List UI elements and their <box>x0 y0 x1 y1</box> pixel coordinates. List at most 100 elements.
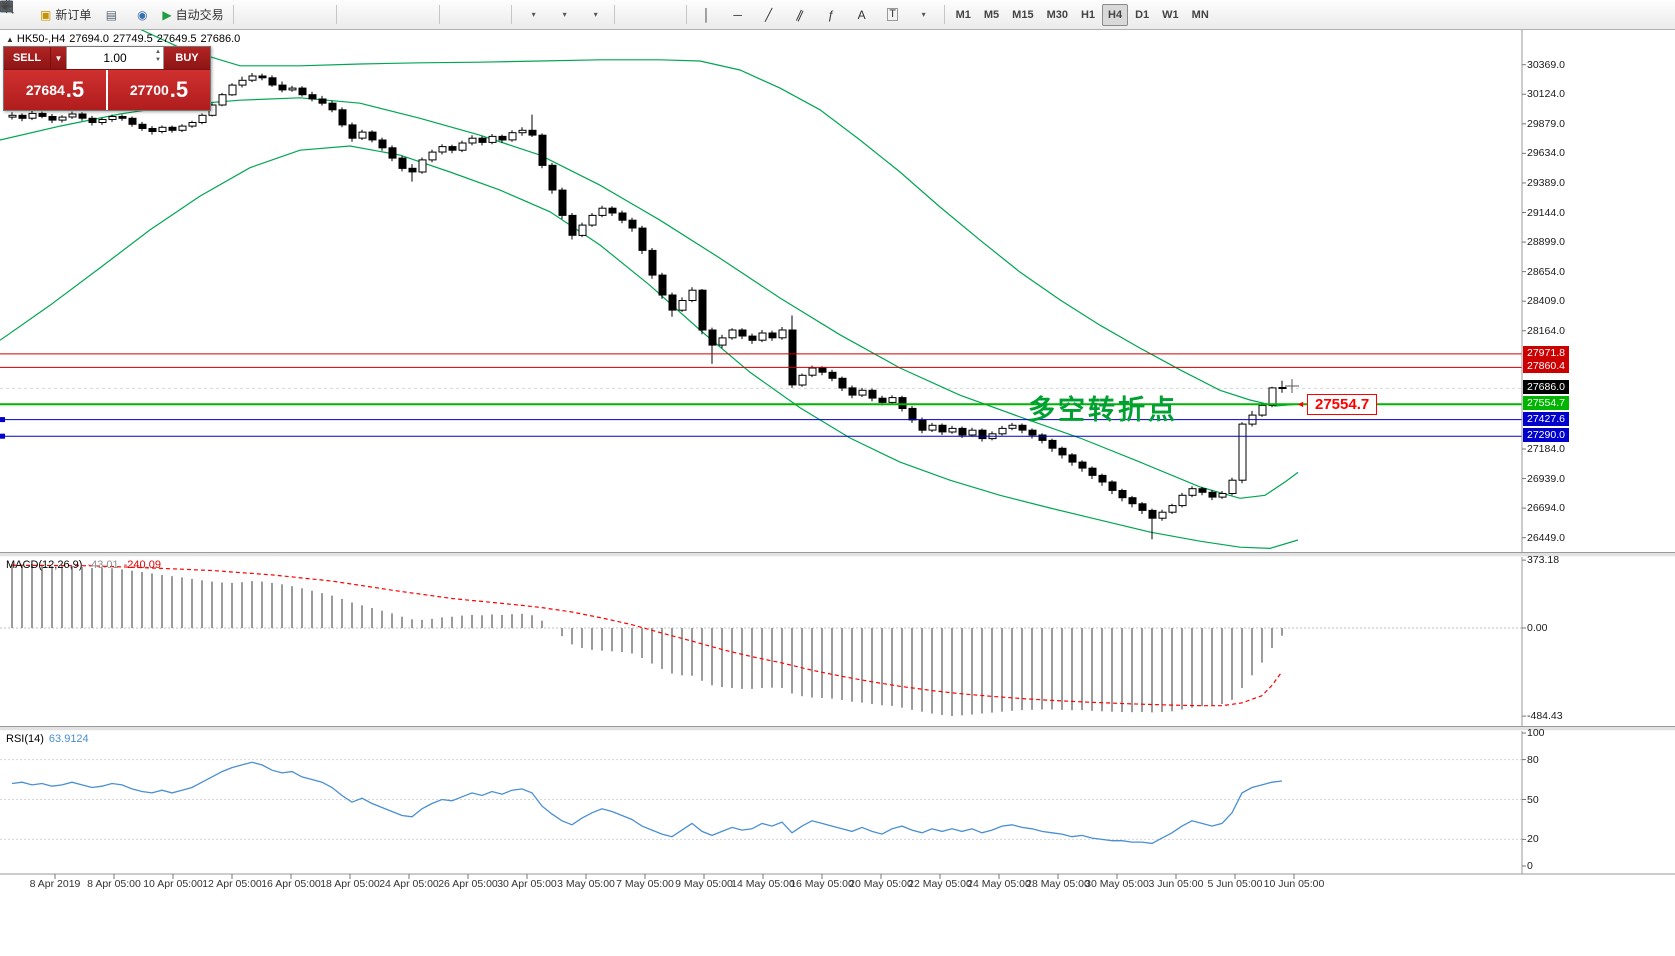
window-layout-icon[interactable] <box>0 0 475 27</box>
text-icon[interactable]: A <box>857 7 866 22</box>
new-order-button[interactable]: ▣ 新订单 <box>36 4 95 26</box>
data-window-icon[interactable] <box>0 1 1670 27</box>
price-tag: 27427.6 <box>1523 411 1569 426</box>
ohlc-open: 27694.0 <box>69 33 109 45</box>
price-tag: 27290.0 <box>1523 428 1569 443</box>
lot-stepper[interactable]: ▲ ▼ <box>155 49 161 63</box>
sell-dropdown-icon[interactable]: ▼ <box>50 47 66 69</box>
macd-plot <box>0 564 1522 716</box>
vertical-line-icon[interactable]: │ <box>702 7 711 22</box>
period-clock-button[interactable]: ▾ <box>0 0 578 27</box>
rsi-name: RSI(14) <box>6 733 44 745</box>
sell-price-frac: .5 <box>65 77 85 102</box>
autotrade-button[interactable]: ▶ 自动交易 <box>158 4 227 26</box>
price-callout[interactable]: 27554.7 <box>1307 394 1378 415</box>
time-axis-label: 9 May 05:00 <box>675 878 733 890</box>
macd-axis-label: -484.43 <box>1527 710 1563 723</box>
macd-signal-value: -240.09 <box>123 559 161 571</box>
timeframe-m30[interactable]: M30 <box>1046 8 1068 21</box>
line-chart-icon[interactable] <box>0 1 331 27</box>
price-axis-label: 30369.0 <box>1527 58 1565 71</box>
lot-size-input[interactable]: 1.00 ▲ ▼ <box>66 47 164 69</box>
candlestick-series <box>8 73 1287 540</box>
sell-price-main: 27684 <box>25 82 65 98</box>
print-icon[interactable]: ▤ <box>105 7 118 22</box>
timeframe-h4[interactable]: H4 <box>1102 3 1129 26</box>
line-handle <box>0 433 5 439</box>
separator <box>943 5 945 24</box>
price-axis-label: 28654.0 <box>1527 265 1565 278</box>
separator <box>335 5 337 24</box>
time-axis-label: 5 Jun 05:00 <box>1207 878 1263 890</box>
candles-chart-icon[interactable] <box>1 0 300 27</box>
globe-icon[interactable]: ◉ <box>137 7 148 22</box>
timeframe-w1[interactable]: W1 <box>1162 8 1179 21</box>
horizontal-line-icon[interactable]: ─ <box>733 7 742 22</box>
window-layout2-icon[interactable] <box>0 0 506 27</box>
current-price-tag: 27686.0 <box>1523 380 1569 395</box>
time-axis-label: 14 May 05:00 <box>731 878 795 890</box>
timeframe-mn[interactable]: MN <box>1191 8 1209 21</box>
channel-icon[interactable]: ∥ <box>793 6 806 23</box>
time-axis-label: 8 Apr 2019 <box>29 878 81 890</box>
symbol-period: HK50-,H4 <box>16 33 66 45</box>
templates-button[interactable]: ▾ <box>0 1 609 27</box>
one-click-trading-panel: SELL ▼ 1.00 ▲ ▼ BUY 27684 .5 27700 .5 <box>3 46 211 111</box>
search-icon[interactable] <box>0 0 1639 27</box>
buy-price-main: 27700 <box>129 82 169 98</box>
price-axis-label: 28899.0 <box>1527 236 1565 249</box>
rsi-plot <box>0 759 1522 845</box>
autotrade-label: 自动交易 <box>175 8 224 22</box>
ohlc-high: 27749.5 <box>112 33 153 45</box>
price-axis-label: 26694.0 <box>1527 502 1565 515</box>
main-plot <box>0 30 1522 550</box>
time-axis-label: 30 May 05:00 <box>1085 878 1149 890</box>
indicators-add-button[interactable]: ▾ <box>0 2 547 27</box>
time-axis-label: 10 Apr 05:00 <box>143 878 203 890</box>
timeframe-d1[interactable]: D1 <box>1135 8 1150 21</box>
price-tag: 27971.8 <box>1523 345 1569 360</box>
panel-divider[interactable] <box>0 552 1675 557</box>
macd-signal-line <box>11 564 1283 707</box>
fibonacci-icon[interactable]: ƒ <box>827 7 834 22</box>
buy-price-button[interactable]: 27700 .5 <box>106 70 210 110</box>
price-tag: 27860.4 <box>1523 359 1569 374</box>
play-icon: ▶ <box>162 7 172 22</box>
zoom-in-icon[interactable] <box>0 0 372 27</box>
tile-windows-icon[interactable] <box>0 0 434 27</box>
rsi-axis-label: 100 <box>1527 727 1545 739</box>
chart-annotation-text[interactable]: 多空转折点 <box>1028 395 1178 425</box>
new-order-icon: ▣ <box>40 7 52 22</box>
trendline-icon[interactable]: ╱ <box>764 7 773 22</box>
panel-divider[interactable] <box>0 726 1675 731</box>
sell-price-button[interactable]: 27684 .5 <box>4 70 106 110</box>
new-order-label: 新订单 <box>55 8 92 22</box>
time-axis-label: 7 May 05:00 <box>616 878 674 890</box>
time-axis-label: 22 May 05:00 <box>908 878 972 890</box>
separator <box>510 5 512 24</box>
timeframe-h1[interactable]: H1 <box>1080 8 1096 21</box>
sell-button[interactable]: SELL <box>4 47 50 69</box>
price-axis-label: 29144.0 <box>1527 206 1565 219</box>
time-axis-label: 24 May 05:00 <box>967 878 1031 890</box>
timeframe-m15[interactable]: M15 <box>1012 8 1034 21</box>
buy-button[interactable]: BUY <box>164 47 210 69</box>
zoom-out-icon[interactable] <box>0 0 403 27</box>
price-tag: 27554.7 <box>1523 396 1569 411</box>
cursor-icon[interactable] <box>1 0 650 27</box>
time-axis-label: 12 Apr 05:00 <box>202 878 262 890</box>
time-axis-label: 16 May 05:00 <box>790 878 854 890</box>
price-axis-label: 29634.0 <box>1527 147 1565 160</box>
price-axis-label: 26449.0 <box>1527 531 1565 544</box>
bars-chart-icon[interactable] <box>1 1 269 27</box>
collapse-arrow-icon[interactable]: ▲ <box>6 35 14 44</box>
shapes-dropdown-icon[interactable]: ▾ <box>921 9 926 19</box>
text-label-icon[interactable]: T <box>887 8 898 21</box>
macd-name: MACD(12,26,9) <box>6 559 83 571</box>
price-axis-label: 27184.0 <box>1527 442 1565 455</box>
timeframe-m5[interactable]: M5 <box>983 8 1000 21</box>
crosshair-icon[interactable] <box>0 0 681 27</box>
time-axis-label: 30 Apr 05:00 <box>497 878 557 890</box>
timeframe-m1[interactable]: M1 <box>955 8 971 21</box>
